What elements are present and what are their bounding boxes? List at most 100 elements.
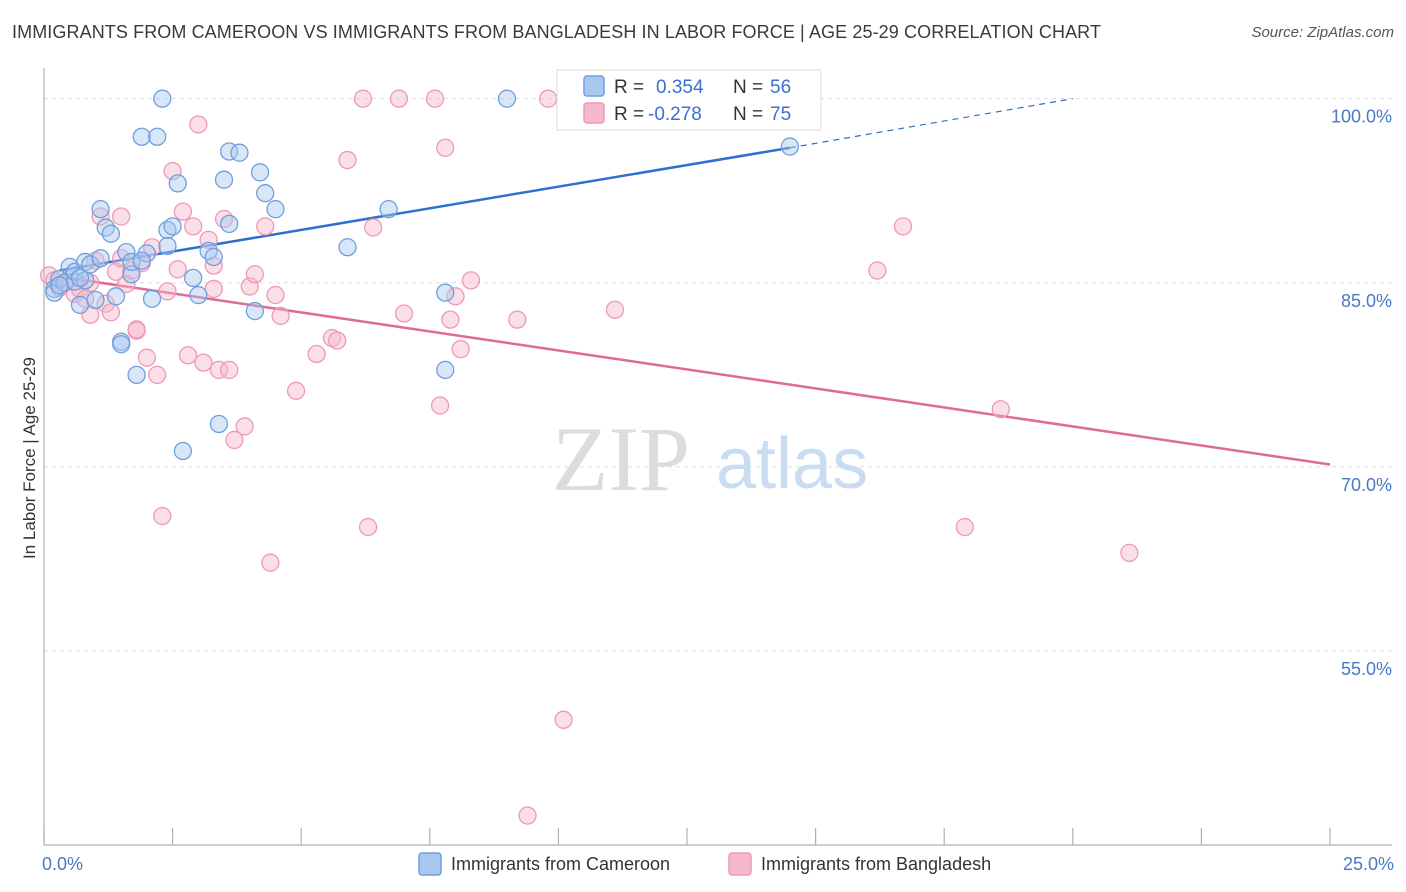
- bangladesh-point: [137, 348, 157, 367]
- legend-swatch-cameroon: [583, 75, 605, 97]
- cameroon-point: [266, 200, 285, 219]
- cameroon-point: [168, 174, 187, 193]
- bangladesh-point: [112, 207, 131, 226]
- bangladesh-point: [209, 360, 229, 380]
- cameroon-point: [173, 441, 193, 461]
- cameroon-points: [45, 89, 800, 461]
- bangladesh-point: [307, 344, 326, 364]
- bangladesh-point: [271, 306, 290, 326]
- y-tick-label: 85.0%: [1341, 291, 1392, 311]
- cameroon-point: [142, 289, 162, 308]
- bangladesh-point: [955, 517, 974, 537]
- cameroon-point: [148, 127, 167, 146]
- cameroon-point: [189, 285, 208, 305]
- bangladesh-point: [430, 396, 450, 415]
- legend-n-value-1: 56: [770, 77, 791, 98]
- bangladesh-point: [538, 89, 558, 108]
- cameroon-point: [132, 127, 151, 146]
- bangladesh-point: [91, 207, 110, 226]
- cameroon-point: [91, 200, 110, 219]
- cameroon-point: [86, 290, 105, 310]
- bangladesh-point: [220, 360, 239, 380]
- bangladesh-point: [245, 265, 265, 284]
- legend-swatch-bangladesh: [583, 102, 605, 124]
- bangladesh-point: [868, 261, 887, 280]
- bangladesh-trend-line: [59, 275, 1331, 466]
- bangladesh-point: [605, 300, 625, 319]
- chart-title: IMMIGRANTS FROM CAMEROON VS IMMIGRANTS F…: [12, 22, 1102, 42]
- cameroon-point: [101, 224, 121, 243]
- bottom-legend-swatch-bangladesh: [728, 852, 752, 876]
- cameroon-point: [50, 276, 69, 295]
- cameroon-point: [245, 301, 265, 321]
- bangladesh-point: [1120, 543, 1139, 563]
- cameroon-point: [184, 268, 203, 288]
- bangladesh-point: [461, 271, 481, 290]
- bangladesh-point: [338, 150, 357, 170]
- bangladesh-point: [158, 282, 177, 301]
- watermark-zip: ZIP: [552, 408, 690, 510]
- x-tick-label: 0.0%: [42, 854, 83, 874]
- bangladesh-point: [893, 217, 913, 236]
- cameroon-point: [112, 335, 131, 354]
- correlation-legend: R = 0.354 N = 56 R = -0.278 N = 75: [556, 69, 822, 131]
- bangladesh-point: [286, 381, 306, 400]
- bottom-legend-swatch-cameroon: [418, 852, 442, 876]
- cameroon-point: [209, 414, 229, 434]
- tick-labels: 100.0% 85.0% 70.0% 55.0% 0.0% 25.0%: [42, 107, 1394, 874]
- bangladesh-point: [436, 138, 455, 157]
- cameroon-point: [379, 200, 398, 219]
- bangladesh-point: [235, 417, 254, 436]
- bangladesh-point: [214, 209, 234, 229]
- cameroon-point: [106, 287, 126, 306]
- cameroon-point: [256, 184, 275, 203]
- cameroon-point: [117, 242, 136, 262]
- bangladesh-point: [353, 89, 373, 108]
- bangladesh-point: [991, 400, 1010, 419]
- y-axis-label: In Labor Force | Age 25-29: [20, 357, 39, 559]
- bangladesh-point: [256, 217, 275, 236]
- bangladesh-point: [451, 339, 470, 359]
- bangladesh-point: [106, 262, 126, 281]
- bangladesh-point: [358, 517, 378, 537]
- cameroon-point: [497, 89, 517, 108]
- cameroon-point: [214, 170, 234, 189]
- cameroon-point: [436, 283, 455, 302]
- cameroon-point: [220, 214, 239, 234]
- bangladesh-point: [173, 202, 193, 221]
- bangladesh-point: [518, 806, 537, 825]
- cameroon-point: [780, 137, 800, 156]
- cameroon-point: [338, 238, 357, 257]
- source-label: Source: ZipAtlas.com: [1251, 24, 1394, 41]
- cameroon-trend-extension: [789, 98, 1073, 149]
- bangladesh-point: [554, 710, 573, 729]
- y-tick-label: 70.0%: [1341, 475, 1392, 495]
- axes: [43, 68, 1392, 846]
- bangladesh-point: [194, 353, 213, 372]
- cameroon-point: [70, 295, 90, 315]
- bangladesh-point: [117, 274, 136, 294]
- bangladesh-point: [189, 115, 208, 134]
- cameroon-point: [153, 89, 172, 108]
- series-legend: Immigrants from Cameroon Immigrants from…: [418, 852, 991, 876]
- cameroon-point: [158, 236, 177, 256]
- cameroon-point: [91, 249, 110, 268]
- y-tick-label: 100.0%: [1331, 107, 1392, 127]
- bangladesh-point: [389, 89, 409, 108]
- legend-r-value-1: 0.354: [656, 77, 704, 98]
- bangladesh-point: [153, 506, 172, 526]
- cameroon-point: [81, 255, 100, 274]
- cameroon-point: [163, 217, 182, 236]
- bangladesh-point: [508, 310, 527, 329]
- legend-r-label-2: R =: [614, 104, 644, 125]
- legend-r-value-2: -0.278: [648, 104, 702, 125]
- legend-n-label-2: N =: [733, 104, 763, 125]
- watermark-atlas: atlas: [716, 424, 868, 504]
- watermark: ZIP atlas: [552, 408, 868, 510]
- cameroon-point: [230, 143, 249, 162]
- bangladesh-point: [204, 279, 223, 299]
- bangladesh-point: [328, 331, 347, 350]
- cameroon-point: [132, 251, 151, 270]
- cameroon-point: [204, 247, 223, 267]
